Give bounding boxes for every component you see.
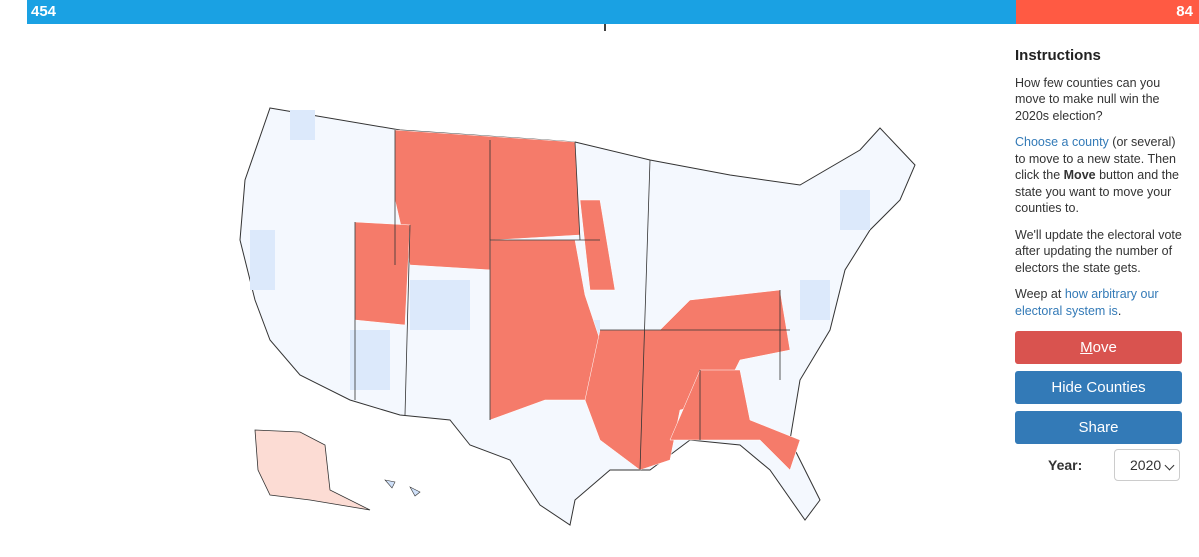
text: How few counties can you move to make nu… <box>1015 75 1161 123</box>
button[interactable]: Move <box>1015 331 1182 364</box>
instruction-paragraph: Weep at how arbitrary our electoral syst… <box>1015 286 1185 319</box>
link[interactable]: how arbitrary our electoral system is <box>1015 287 1159 318</box>
button[interactable]: Share <box>1015 411 1182 444</box>
year-label: Year: <box>1048 457 1083 473</box>
instructions-title: Instructions <box>1015 47 1101 64</box>
red-score: 84 <box>1016 0 1199 24</box>
blue-score: 454 <box>27 0 1016 24</box>
button-group: Move Hide Counties Share <box>1015 331 1182 451</box>
text: button and the state you want to move yo… <box>1015 168 1179 215</box>
instruction-paragraph: Choose a county (or several) to move to … <box>1015 134 1185 217</box>
dropdown-arrow <box>1164 460 1175 471</box>
button[interactable]: Hide Counties <box>1015 371 1182 404</box>
text: Move <box>1063 168 1096 182</box>
year-select[interactable]: 2020 <box>1114 449 1180 481</box>
text: (or several) to move to a new state. The… <box>1015 135 1176 182</box>
text: . <box>1117 303 1122 318</box>
score-bar: 454 84 <box>27 0 1199 24</box>
instruction-paragraph: How few counties can you move to make nu… <box>1015 75 1185 125</box>
instruction-paragraph: We'll update the electoral vote after up… <box>1015 227 1185 277</box>
link[interactable]: Choose a county <box>1015 135 1109 149</box>
text: We'll update the electoral vote after up… <box>1015 227 1182 275</box>
text: Weep at <box>1015 287 1065 301</box>
instructions-panel: Instructions How few counties can you mo… <box>1015 47 1185 329</box>
us-map[interactable] <box>0 0 1000 557</box>
